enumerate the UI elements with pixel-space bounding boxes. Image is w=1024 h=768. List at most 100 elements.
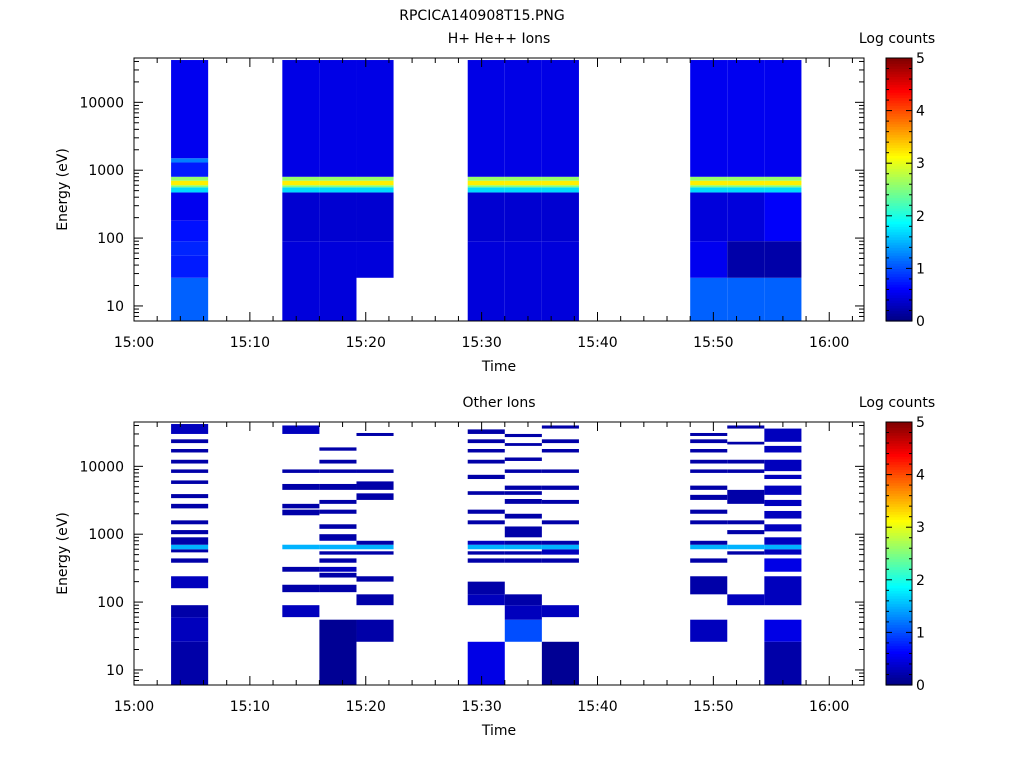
heatmap-cell	[319, 566, 357, 572]
colorbar-swatch	[886, 642, 912, 647]
colorbar-swatch	[886, 456, 912, 460]
colorbar-swatch	[886, 556, 912, 560]
colorbar-swatch	[886, 566, 912, 570]
colorbar-swatch	[886, 315, 912, 319]
heatmap-cell	[282, 566, 320, 572]
colorbar-swatch	[886, 263, 912, 267]
colorbar-tick-label: 5	[916, 415, 925, 431]
heatmap-cell	[541, 520, 579, 525]
heatmap-cell	[467, 241, 505, 321]
colorbar-swatch	[886, 207, 912, 212]
heatmap-cell	[504, 499, 542, 504]
heatmap-cell	[171, 549, 209, 553]
heatmap-cell	[690, 520, 728, 525]
heatmap-cell	[541, 60, 579, 177]
heatmap-cell	[764, 641, 802, 685]
panel-title: Other Ions	[462, 395, 535, 411]
colorbar-swatch	[886, 640, 912, 644]
heatmap-cell	[171, 255, 209, 278]
heatmap-cell	[764, 485, 802, 495]
colorbar-swatch	[886, 271, 912, 275]
heatmap-cell	[541, 549, 579, 555]
colorbar-swatch	[886, 487, 912, 491]
colorbar-swatch	[886, 537, 912, 541]
colorbar-swatch	[886, 302, 912, 306]
colorbar-swatch	[886, 81, 912, 85]
heatmap-cell	[764, 60, 802, 177]
colorbar-tick-label: 3	[916, 520, 925, 536]
colorbar-swatch	[886, 503, 912, 507]
heatmap-cell	[171, 641, 209, 685]
colorbar-swatch	[886, 445, 912, 449]
heatmap-cell	[171, 537, 209, 545]
heatmap-cell	[727, 520, 765, 525]
heatmap-cell	[171, 185, 209, 188]
heatmap-cell	[690, 494, 728, 500]
heatmap-cell	[727, 180, 765, 186]
heatmap-cell	[727, 489, 765, 504]
colorbar-swatch	[886, 574, 912, 578]
colorbar-swatch	[886, 79, 912, 83]
heatmap-cell	[690, 432, 728, 436]
heatmap-cell	[504, 540, 542, 545]
colorbar-swatch	[886, 299, 912, 304]
x-tick-label: 15:30	[461, 699, 501, 715]
heatmap-cell	[504, 544, 542, 550]
heatmap-cell	[319, 572, 357, 578]
heatmap-cell	[541, 605, 579, 618]
heatmap-cell	[764, 619, 802, 642]
heatmap-cell	[467, 520, 505, 525]
heatmap-cell	[171, 220, 209, 242]
colorbar-tick-label: 1	[916, 625, 925, 641]
colorbar-swatch	[886, 65, 912, 70]
colorbar-swatch	[886, 205, 912, 209]
heatmap-cell	[319, 524, 357, 529]
colorbar-swatch	[886, 542, 912, 547]
heatmap-cell	[504, 241, 542, 321]
colorbar-swatch	[886, 228, 912, 233]
colorbar-swatch	[886, 437, 912, 442]
colorbar-swatch	[886, 511, 912, 515]
colorbar-swatch	[886, 297, 912, 301]
heatmap-cell	[319, 483, 357, 490]
colorbar-tick-label: 1	[916, 261, 925, 277]
colorbar-swatch	[886, 482, 912, 486]
heatmap-cell	[282, 469, 320, 473]
colorbar-swatch	[886, 658, 912, 662]
heatmap-cell	[727, 459, 765, 464]
heatmap-cell	[504, 513, 542, 519]
y-tick-label: 10	[106, 299, 124, 315]
colorbar-swatch	[886, 289, 912, 293]
colorbar-swatch	[886, 139, 912, 143]
colorbar-swatch	[886, 202, 912, 206]
colorbar-swatch	[886, 92, 912, 96]
colorbar-swatch	[886, 485, 912, 489]
x-axis-label: Time	[481, 359, 516, 375]
heatmap-cell	[504, 176, 542, 181]
heatmap-cell	[541, 558, 579, 563]
colorbar-swatch	[886, 450, 912, 455]
colorbar-swatch	[886, 278, 912, 283]
colorbar-swatch	[886, 424, 912, 428]
colorbar-swatch	[886, 532, 912, 536]
heatmap-cell	[504, 469, 542, 473]
colorbar-swatch	[886, 63, 912, 67]
heatmap-cell	[727, 192, 765, 242]
colorbar-swatch	[886, 210, 912, 214]
colorbar-swatch	[886, 616, 912, 620]
colorbar-swatch	[886, 540, 912, 544]
colorbar-swatch	[886, 165, 912, 170]
heatmap-cell	[727, 187, 765, 193]
colorbar-swatch	[886, 118, 912, 122]
colorbar-swatch	[886, 519, 912, 523]
heatmap-cell	[282, 60, 320, 177]
heatmap-cell	[541, 544, 579, 550]
heatmap-cell	[171, 544, 209, 550]
colorbar-swatch	[886, 603, 912, 607]
heatmap-cell	[541, 499, 579, 504]
colorbar-label: Log counts	[859, 395, 935, 411]
colorbar-swatch	[886, 579, 912, 584]
colorbar-swatch	[886, 260, 912, 264]
heatmap-cell	[467, 551, 505, 555]
heatmap-cell	[282, 544, 320, 550]
